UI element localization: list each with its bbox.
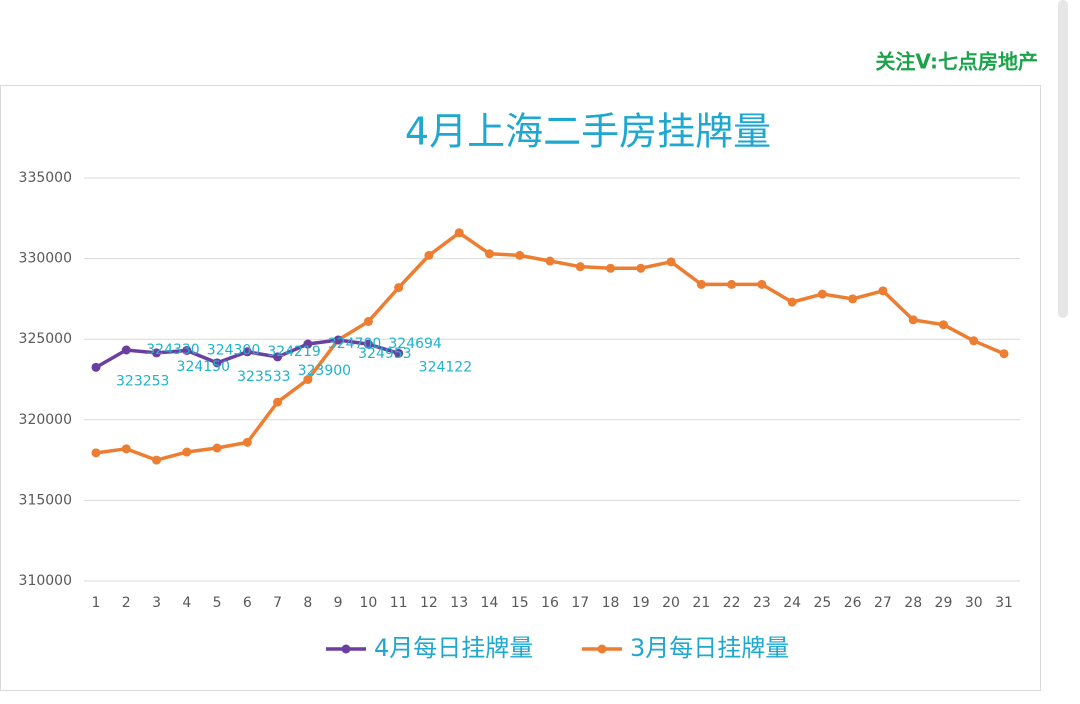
x-tick-label: 10	[359, 595, 377, 611]
x-tick-label: 20	[662, 595, 680, 611]
data-label: 324700	[328, 336, 381, 352]
marker	[363, 316, 373, 326]
y-tick-label: 330000	[19, 251, 72, 267]
marker	[394, 348, 404, 358]
x-tick-label: 28	[904, 595, 922, 611]
marker	[757, 279, 767, 289]
x-tick-label: 29	[935, 595, 953, 611]
scrollbar	[1058, 0, 1068, 318]
x-tick-label: 12	[420, 595, 438, 611]
data-label: 324300	[207, 342, 260, 358]
legend-label: 3月每日挂牌量	[630, 634, 789, 662]
marker	[182, 345, 192, 355]
marker	[152, 348, 162, 358]
marker	[152, 455, 162, 465]
marker	[212, 443, 222, 453]
marker	[91, 448, 101, 458]
x-tick-label: 31	[995, 595, 1013, 611]
y-tick-label: 310000	[19, 573, 72, 589]
marker	[575, 262, 585, 272]
marker	[817, 289, 827, 299]
watermark: 关注V:七点房地产	[875, 50, 1038, 74]
data-label: 324122	[419, 359, 472, 375]
legend-label: 4月每日挂牌量	[374, 634, 533, 662]
x-tick-label: 14	[481, 595, 499, 611]
data-label: 324694	[388, 336, 442, 352]
marker	[787, 297, 797, 307]
y-tick-label: 320000	[19, 412, 72, 428]
marker	[121, 345, 131, 355]
x-tick-label: 30	[965, 595, 983, 611]
marker	[242, 437, 252, 447]
marker	[484, 249, 494, 259]
data-label: 323900	[298, 363, 351, 379]
marker	[182, 447, 192, 457]
x-tick-label: 26	[844, 595, 862, 611]
marker	[242, 347, 252, 357]
marker	[91, 362, 101, 372]
y-tick-label: 335000	[19, 170, 72, 186]
marker	[212, 358, 222, 368]
x-tick-label: 24	[783, 595, 801, 611]
marker	[999, 349, 1009, 359]
marker	[696, 279, 706, 289]
x-tick-label: 22	[723, 595, 741, 611]
x-tick-label: 5	[213, 595, 222, 611]
y-tick-label: 315000	[19, 492, 72, 508]
marker	[303, 375, 313, 384]
data-label: 323533	[237, 369, 290, 385]
marker	[636, 263, 646, 273]
x-tick-label: 6	[243, 595, 252, 611]
data-label: 324219	[267, 344, 320, 360]
marker	[666, 257, 676, 267]
marker	[363, 339, 373, 349]
x-tick-label: 2	[122, 595, 131, 611]
x-tick-label: 9	[334, 595, 343, 611]
marker	[303, 339, 313, 349]
marker	[545, 256, 555, 266]
x-tick-label: 19	[632, 595, 650, 611]
chart-title: 4月上海二手房挂牌量	[405, 110, 771, 154]
marker	[908, 315, 918, 325]
marker	[273, 352, 283, 362]
x-tick-label: 27	[874, 595, 892, 611]
marker	[424, 250, 434, 260]
x-tick-label: 25	[813, 595, 831, 611]
data-label: 324953	[358, 346, 411, 362]
data-label: 324330	[146, 342, 199, 358]
marker	[848, 294, 858, 304]
data-label: 324150	[177, 359, 230, 375]
x-tick-label: 18	[602, 595, 620, 611]
legend-marker	[597, 644, 607, 654]
x-tick-label: 4	[182, 595, 191, 611]
x-tick-label: 21	[692, 595, 710, 611]
marker	[333, 335, 343, 345]
marker	[121, 444, 131, 454]
legend-marker	[341, 644, 351, 654]
x-tick-label: 11	[390, 595, 408, 611]
x-tick-label: 3	[152, 595, 161, 611]
data-label: 323253	[116, 373, 169, 389]
marker	[454, 228, 464, 238]
marker	[515, 250, 525, 260]
x-tick-label: 17	[571, 595, 589, 611]
x-tick-label: 7	[273, 595, 282, 611]
marker	[606, 263, 616, 273]
marker	[273, 397, 283, 407]
x-tick-label: 13	[450, 595, 468, 611]
x-tick-label: 15	[511, 595, 529, 611]
y-tick-label: 325000	[19, 331, 72, 347]
x-tick-label: 1	[92, 595, 101, 611]
marker	[969, 336, 979, 346]
x-tick-label: 16	[541, 595, 559, 611]
marker	[394, 283, 404, 293]
chart-frame	[0, 85, 1041, 691]
marker	[727, 279, 737, 289]
x-tick-label: 8	[303, 595, 312, 611]
x-tick-label: 23	[753, 595, 771, 611]
marker	[878, 286, 888, 296]
marker	[938, 320, 948, 330]
